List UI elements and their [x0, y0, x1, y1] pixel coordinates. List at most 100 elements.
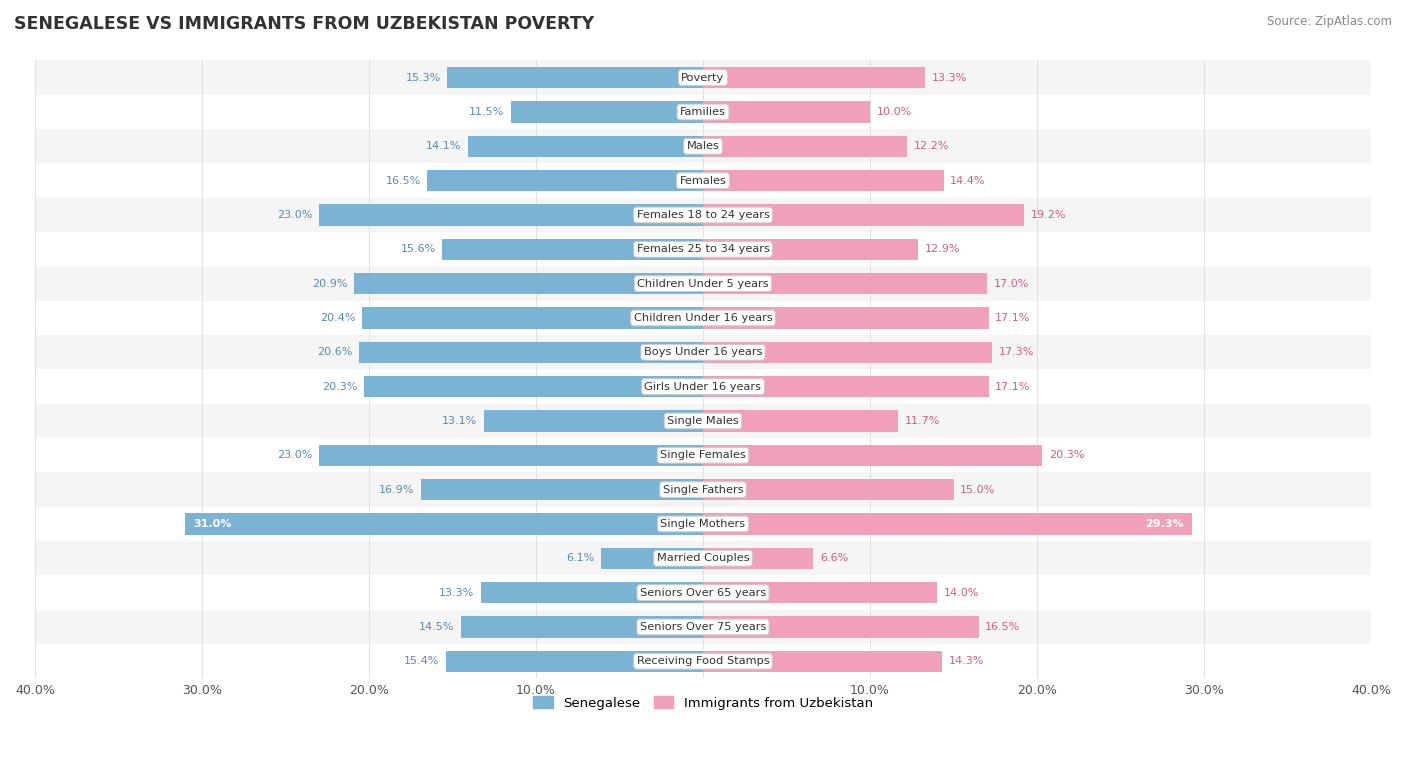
Bar — [703, 547, 813, 569]
Bar — [35, 609, 1371, 644]
Text: 10.0%: 10.0% — [877, 107, 912, 117]
Bar — [420, 479, 703, 500]
Bar — [703, 513, 1192, 534]
Bar — [35, 438, 1371, 472]
Text: Seniors Over 75 years: Seniors Over 75 years — [640, 622, 766, 632]
Text: Girls Under 16 years: Girls Under 16 years — [644, 381, 762, 392]
Text: 23.0%: 23.0% — [277, 450, 312, 460]
Text: Seniors Over 65 years: Seniors Over 65 years — [640, 587, 766, 597]
Bar — [35, 644, 1371, 678]
Bar — [703, 376, 988, 397]
Text: 6.1%: 6.1% — [567, 553, 595, 563]
Text: 20.3%: 20.3% — [1049, 450, 1084, 460]
Bar — [35, 198, 1371, 232]
Text: 20.4%: 20.4% — [321, 313, 356, 323]
Text: 15.4%: 15.4% — [404, 656, 439, 666]
Bar — [602, 547, 703, 569]
Text: 11.5%: 11.5% — [470, 107, 505, 117]
Text: Children Under 16 years: Children Under 16 years — [634, 313, 772, 323]
Text: Single Mothers: Single Mothers — [661, 519, 745, 529]
Text: 12.9%: 12.9% — [925, 244, 960, 254]
Bar — [703, 67, 925, 88]
Bar — [703, 307, 988, 329]
Bar — [35, 267, 1371, 301]
Text: 12.2%: 12.2% — [914, 141, 949, 152]
Bar — [35, 301, 1371, 335]
Bar — [35, 129, 1371, 164]
Text: 13.3%: 13.3% — [932, 73, 967, 83]
Bar — [461, 616, 703, 637]
Text: 17.0%: 17.0% — [994, 279, 1029, 289]
Bar — [35, 507, 1371, 541]
Bar — [446, 650, 703, 672]
Bar — [35, 95, 1371, 129]
Text: Females 25 to 34 years: Females 25 to 34 years — [637, 244, 769, 254]
Bar — [363, 307, 703, 329]
Bar — [35, 472, 1371, 507]
Text: 20.9%: 20.9% — [312, 279, 347, 289]
Bar — [319, 205, 703, 226]
Text: Single Males: Single Males — [666, 416, 740, 426]
Bar — [35, 61, 1371, 95]
Text: Single Fathers: Single Fathers — [662, 484, 744, 495]
Text: 19.2%: 19.2% — [1031, 210, 1066, 220]
Bar — [35, 164, 1371, 198]
Bar — [35, 575, 1371, 609]
Legend: Senegalese, Immigrants from Uzbekistan: Senegalese, Immigrants from Uzbekistan — [527, 691, 879, 715]
Bar — [703, 342, 993, 363]
Text: 20.6%: 20.6% — [316, 347, 353, 357]
Text: 15.3%: 15.3% — [405, 73, 441, 83]
Bar — [510, 102, 703, 123]
Bar — [703, 205, 1024, 226]
Bar — [703, 410, 898, 431]
Text: Males: Males — [686, 141, 720, 152]
Bar — [703, 582, 936, 603]
Bar — [703, 102, 870, 123]
Text: Married Couples: Married Couples — [657, 553, 749, 563]
Bar — [484, 410, 703, 431]
Text: Poverty: Poverty — [682, 73, 724, 83]
Text: 16.5%: 16.5% — [986, 622, 1021, 632]
Bar — [354, 273, 703, 294]
Text: 31.0%: 31.0% — [194, 519, 232, 529]
Text: Receiving Food Stamps: Receiving Food Stamps — [637, 656, 769, 666]
Text: 17.1%: 17.1% — [995, 313, 1031, 323]
Text: 13.1%: 13.1% — [443, 416, 478, 426]
Bar — [703, 170, 943, 191]
Bar — [703, 650, 942, 672]
Bar — [35, 404, 1371, 438]
Bar — [35, 232, 1371, 267]
Text: Females 18 to 24 years: Females 18 to 24 years — [637, 210, 769, 220]
Text: 14.4%: 14.4% — [950, 176, 986, 186]
Text: 20.3%: 20.3% — [322, 381, 357, 392]
Bar — [703, 136, 907, 157]
Bar — [703, 239, 918, 260]
Bar — [35, 541, 1371, 575]
Bar — [447, 67, 703, 88]
Bar — [364, 376, 703, 397]
Bar — [35, 369, 1371, 404]
Text: 6.6%: 6.6% — [820, 553, 848, 563]
Text: Single Females: Single Females — [661, 450, 745, 460]
Bar — [319, 445, 703, 466]
Bar — [35, 335, 1371, 369]
Text: 13.3%: 13.3% — [439, 587, 474, 597]
Bar — [481, 582, 703, 603]
Bar — [703, 273, 987, 294]
Bar — [703, 479, 953, 500]
Text: Source: ZipAtlas.com: Source: ZipAtlas.com — [1267, 15, 1392, 28]
Bar — [703, 616, 979, 637]
Text: 11.7%: 11.7% — [905, 416, 941, 426]
Text: 17.3%: 17.3% — [998, 347, 1033, 357]
Bar — [468, 136, 703, 157]
Text: SENEGALESE VS IMMIGRANTS FROM UZBEKISTAN POVERTY: SENEGALESE VS IMMIGRANTS FROM UZBEKISTAN… — [14, 15, 595, 33]
Text: 17.1%: 17.1% — [995, 381, 1031, 392]
Text: Boys Under 16 years: Boys Under 16 years — [644, 347, 762, 357]
Bar — [703, 445, 1042, 466]
Bar — [443, 239, 703, 260]
Text: Children Under 5 years: Children Under 5 years — [637, 279, 769, 289]
Text: Families: Families — [681, 107, 725, 117]
Text: 23.0%: 23.0% — [277, 210, 312, 220]
Text: 15.6%: 15.6% — [401, 244, 436, 254]
Text: Females: Females — [679, 176, 727, 186]
